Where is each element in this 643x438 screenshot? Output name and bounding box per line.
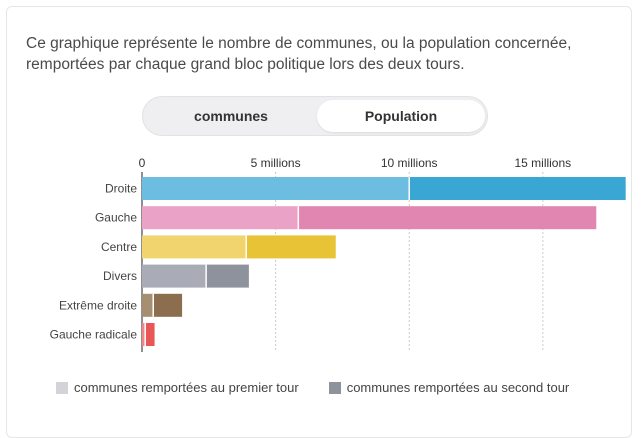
category-label: Gauche radicale bbox=[50, 328, 138, 342]
category-label: Divers bbox=[103, 269, 137, 283]
bar-segment bbox=[142, 206, 299, 230]
view-toggle: communes Population bbox=[142, 96, 488, 136]
tick-label: 10 millions bbox=[381, 156, 438, 170]
tick-label: 5 millions bbox=[251, 156, 301, 170]
bar-segment bbox=[142, 323, 146, 346]
tick-label: 15 millions bbox=[514, 156, 571, 170]
bar-segment bbox=[246, 235, 336, 259]
chart-legend: communes remportées au premier tour comm… bbox=[56, 380, 599, 395]
bar-segment bbox=[142, 264, 207, 288]
tick-label: 0 bbox=[139, 156, 146, 170]
bar-segment bbox=[142, 177, 410, 200]
bar-chart: 0 5 millions 10 millions 15 millions Droite G… bbox=[50, 156, 626, 352]
bar-segment bbox=[145, 323, 155, 346]
bar-segment bbox=[409, 177, 626, 200]
bar-segment bbox=[153, 293, 183, 317]
category-label: Gauche bbox=[95, 211, 137, 225]
legend-swatch-second-round bbox=[328, 381, 341, 394]
bar-segment bbox=[142, 293, 154, 317]
toggle-population-button[interactable]: Population bbox=[317, 100, 485, 132]
chart-description: Ce graphique représente le nombre de com… bbox=[26, 35, 572, 73]
legend-label-first-round: communes remportées au premier tour bbox=[74, 380, 299, 395]
bar-segment bbox=[298, 206, 597, 230]
legend-item-second-round: communes remportées au second tour bbox=[328, 380, 570, 395]
bar-segment bbox=[142, 235, 247, 259]
legend-swatch-first-round bbox=[56, 381, 68, 394]
toggle-communes-button[interactable]: communes bbox=[194, 108, 268, 124]
bar-segment bbox=[206, 264, 249, 288]
category-label: Droite bbox=[105, 182, 137, 196]
legend-label-second-round: communes remportées au second tour bbox=[346, 380, 570, 395]
legend-item-first-round: communes remportées au premier tour bbox=[56, 380, 299, 395]
category-label: Centre bbox=[101, 240, 137, 254]
category-label: Extrême droite bbox=[59, 298, 137, 312]
